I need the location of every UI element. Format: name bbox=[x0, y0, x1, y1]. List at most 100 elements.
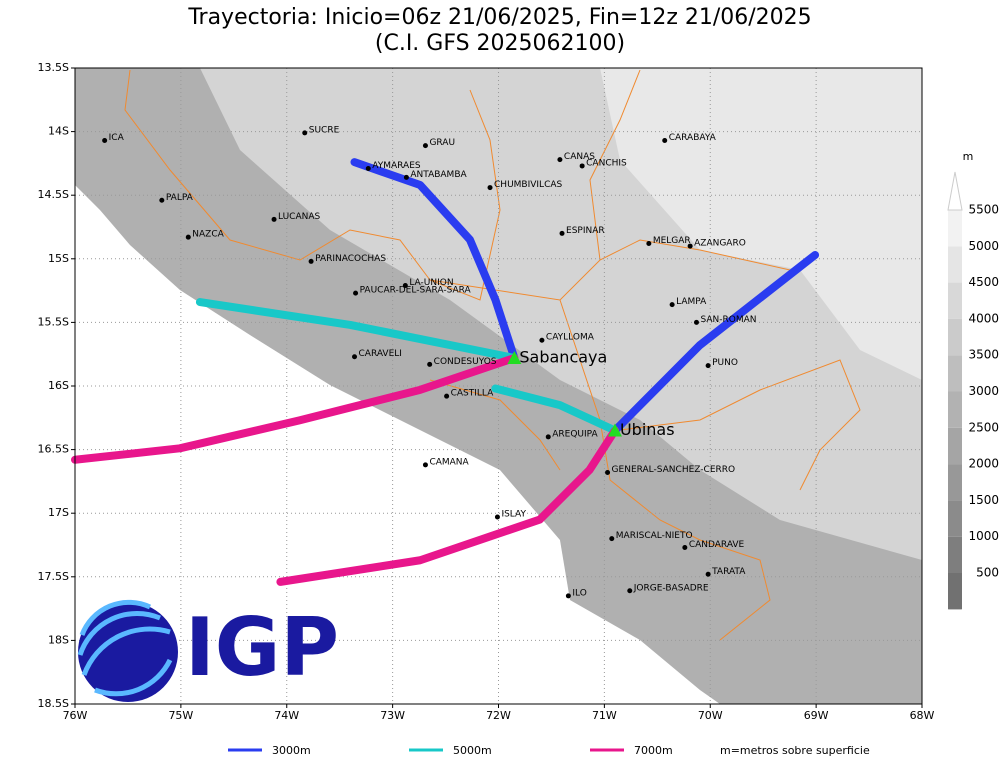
place-label: MARISCAL-NIETO bbox=[616, 531, 693, 541]
place-label: JORGE-BASADRE bbox=[633, 583, 709, 593]
place-marker bbox=[605, 469, 611, 475]
y-tick-label: 18S bbox=[48, 633, 69, 646]
x-tick-label: 68W bbox=[910, 709, 935, 722]
place-marker bbox=[646, 241, 652, 247]
place-marker bbox=[159, 197, 165, 203]
y-tick-label: 13.5S bbox=[38, 61, 69, 74]
colorbar-label: 4000 bbox=[968, 311, 999, 325]
x-tick-label: 69W bbox=[804, 709, 829, 722]
place-label: LA-UNION bbox=[409, 278, 453, 288]
place-label: NAZCA bbox=[192, 230, 224, 240]
place-label: CARAVELI bbox=[359, 349, 402, 359]
place-label: CANDARAVE bbox=[689, 540, 745, 550]
colorbar: 500 1000 1500 2000 2500 3000 3500 4000 4500 5000 5… bbox=[947, 171, 999, 610]
place-label: TARATA bbox=[711, 567, 746, 577]
place-label: CONDESUYOS bbox=[434, 357, 497, 367]
legend-label: 3000m bbox=[272, 744, 311, 757]
title: Trayectoria: Inicio=06z 21/06/2025, Fin=… bbox=[187, 5, 811, 30]
colorbar-swatch bbox=[948, 500, 962, 537]
y-tick-label: 17.5S bbox=[38, 570, 69, 583]
place-marker bbox=[669, 302, 675, 308]
volcano-marker bbox=[607, 423, 622, 437]
place-marker bbox=[353, 290, 359, 296]
place-marker bbox=[705, 571, 711, 577]
place-label: AZANGARO bbox=[694, 239, 746, 249]
x-tick-label: 71W bbox=[592, 709, 617, 722]
volcano-label: Ubinas bbox=[620, 420, 675, 439]
colorbar-label: 3500 bbox=[968, 348, 999, 362]
legend-label: 7000m bbox=[634, 744, 673, 757]
place-marker bbox=[539, 337, 545, 343]
place-label: GENERAL-SANCHEZ-CERRO bbox=[612, 465, 736, 475]
place-marker bbox=[402, 283, 408, 289]
logo: IGP bbox=[77, 599, 339, 702]
place-marker bbox=[403, 174, 409, 180]
place-label: PAUCAR-DEL-SARA-SARA bbox=[360, 286, 472, 296]
trajectory bbox=[491, 384, 619, 435]
trajectory bbox=[610, 250, 820, 435]
place-label: ESPINAR bbox=[566, 226, 605, 236]
x-tick-label: 73W bbox=[380, 709, 405, 722]
place-label: ICA bbox=[109, 133, 125, 143]
place-marker bbox=[557, 157, 563, 163]
colorbar-label: 1000 bbox=[968, 529, 999, 543]
colorbar-swatch bbox=[948, 427, 962, 465]
y-tick-label: 16.5S bbox=[38, 443, 69, 456]
trajectory bbox=[350, 158, 519, 363]
place-label: LUCANAS bbox=[278, 212, 320, 222]
place-label: AYMARAES bbox=[372, 161, 421, 171]
place-label: AREQUIPA bbox=[552, 429, 598, 439]
colorbar-label: 5500 bbox=[968, 203, 999, 217]
colorbar-swatch bbox=[948, 573, 962, 610]
place-label: CASTILLA bbox=[451, 389, 495, 399]
colorbar-swatch bbox=[948, 282, 962, 319]
place-label: CANCHIS bbox=[586, 158, 627, 168]
place-label: CAYLLOMA bbox=[546, 333, 595, 343]
place-marker bbox=[559, 230, 565, 236]
place-label: CAMANA bbox=[429, 457, 469, 467]
place-label: ISLAY bbox=[501, 510, 526, 520]
colorbar-unit: m bbox=[963, 150, 974, 163]
place-marker bbox=[545, 434, 551, 440]
place-label: ILO bbox=[572, 588, 586, 598]
place-marker bbox=[687, 243, 693, 249]
legend: 3000m 5000m 7000m bbox=[228, 744, 673, 757]
y-tick-label: 17S bbox=[48, 506, 69, 519]
colorbar-label: 2500 bbox=[968, 420, 999, 434]
place-label: SAN-ROMAN bbox=[700, 315, 756, 325]
volcano-marker bbox=[507, 351, 522, 365]
place-label: CANAS bbox=[564, 152, 595, 162]
place-marker bbox=[427, 361, 433, 367]
place-marker bbox=[271, 216, 277, 222]
colorbar-label: 3000 bbox=[968, 384, 999, 398]
place-marker bbox=[308, 258, 314, 264]
place-label: PARINACOCHAS bbox=[315, 254, 386, 264]
y-tick-label: 18.5S bbox=[38, 697, 69, 710]
place-label: CARABAYA bbox=[669, 133, 717, 143]
x-tick-label: 72W bbox=[486, 709, 511, 722]
place-label: ANTABAMBA bbox=[410, 170, 467, 180]
colorbar-end bbox=[947, 171, 963, 211]
y-tick-label: 15S bbox=[48, 252, 69, 265]
place-marker bbox=[422, 143, 428, 149]
place-marker bbox=[352, 354, 358, 360]
colorbar-label: 1500 bbox=[968, 493, 999, 507]
subtitle: (C.I. GFS 2025062100) bbox=[375, 31, 625, 56]
place-marker bbox=[185, 234, 191, 240]
x-tick-label: 75W bbox=[168, 709, 193, 722]
logo-text: IGP bbox=[185, 601, 339, 694]
place-marker bbox=[302, 130, 308, 136]
colorbar-label: 4500 bbox=[968, 275, 999, 289]
colorbar-swatch bbox=[948, 318, 962, 356]
trajectory bbox=[276, 426, 619, 586]
colorbar-swatch bbox=[948, 464, 962, 501]
colorbar-swatch bbox=[948, 246, 962, 283]
place-marker bbox=[365, 165, 371, 171]
colorbar-swatch bbox=[948, 391, 962, 428]
place-marker bbox=[494, 514, 500, 520]
y-tick-label: 16S bbox=[48, 379, 69, 392]
y-tick-label: 15.5S bbox=[38, 315, 69, 328]
place-label: PUNO bbox=[712, 358, 738, 368]
